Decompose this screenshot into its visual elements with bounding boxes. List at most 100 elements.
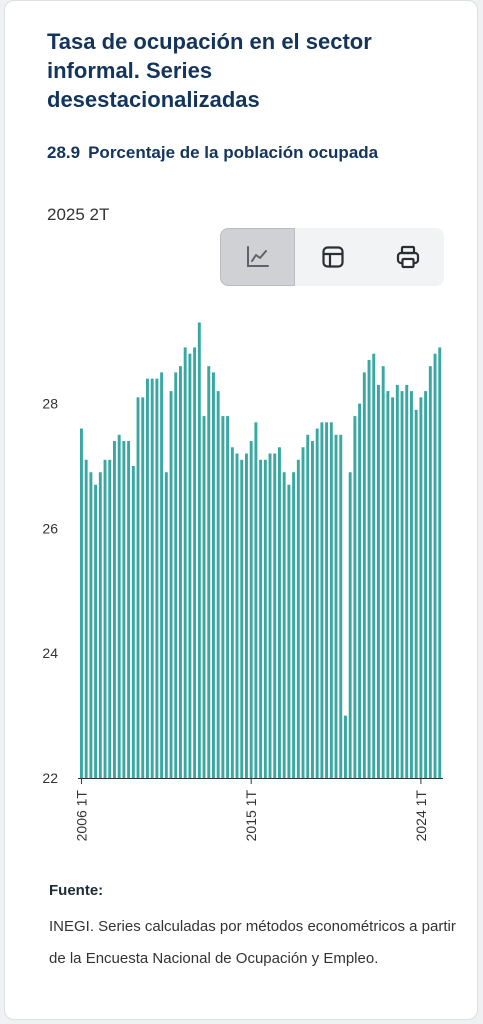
chart-title: Tasa de ocupación en el sector informal.… bbox=[47, 29, 372, 112]
bar[interactable] bbox=[113, 441, 116, 778]
bar[interactable] bbox=[414, 409, 418, 778]
bar[interactable] bbox=[188, 353, 192, 778]
bar[interactable] bbox=[311, 441, 314, 778]
bar[interactable] bbox=[197, 322, 201, 778]
bar[interactable] bbox=[400, 391, 404, 778]
bar[interactable] bbox=[108, 459, 112, 778]
latest-period: 2025 2T bbox=[47, 205, 110, 224]
source-title: Fuente: bbox=[49, 882, 104, 899]
bar[interactable] bbox=[141, 397, 145, 778]
bar[interactable] bbox=[254, 422, 258, 778]
bar[interactable] bbox=[131, 466, 135, 778]
bar[interactable] bbox=[315, 428, 319, 778]
bar[interactable] bbox=[146, 378, 149, 778]
bar[interactable] bbox=[362, 372, 366, 778]
bar[interactable] bbox=[122, 441, 126, 778]
bar[interactable] bbox=[405, 384, 409, 778]
bar[interactable] bbox=[164, 472, 168, 778]
print-icon bbox=[396, 245, 419, 269]
bar[interactable] bbox=[80, 428, 83, 778]
bar[interactable] bbox=[433, 353, 437, 778]
bar[interactable] bbox=[325, 422, 329, 778]
bar[interactable] bbox=[245, 453, 248, 778]
bar[interactable] bbox=[240, 459, 244, 778]
bar[interactable] bbox=[160, 372, 164, 778]
latest-value-number: 28.9 bbox=[47, 143, 81, 162]
bar[interactable] bbox=[259, 459, 263, 778]
bar[interactable] bbox=[169, 391, 173, 778]
bar[interactable] bbox=[136, 397, 140, 778]
bar[interactable] bbox=[230, 447, 234, 778]
bar[interactable] bbox=[179, 366, 182, 778]
bar[interactable] bbox=[372, 353, 376, 778]
x-tick-label: 2015 1T bbox=[243, 790, 259, 842]
bar[interactable] bbox=[306, 434, 310, 778]
bar[interactable] bbox=[150, 378, 154, 778]
bar[interactable] bbox=[282, 472, 286, 778]
table-icon bbox=[321, 246, 344, 268]
bar[interactable] bbox=[117, 434, 121, 778]
bar[interactable] bbox=[353, 416, 357, 778]
bar[interactable] bbox=[428, 366, 432, 778]
bar[interactable] bbox=[273, 453, 277, 778]
line-chart-icon bbox=[246, 246, 269, 267]
bar[interactable] bbox=[103, 459, 107, 778]
bar[interactable] bbox=[212, 372, 215, 778]
bar-chart: 22 24 26 28 2006 1T 2015 1T 2024 1T bbox=[42, 322, 443, 842]
y-tick-label: 28 bbox=[42, 396, 58, 412]
bar[interactable] bbox=[348, 472, 352, 778]
bar[interactable] bbox=[358, 403, 362, 778]
bar[interactable] bbox=[320, 422, 324, 778]
bar[interactable] bbox=[410, 391, 413, 778]
bar[interactable] bbox=[438, 347, 442, 778]
bar[interactable] bbox=[367, 359, 371, 778]
x-tick-label: 2024 1T bbox=[413, 790, 429, 842]
bar[interactable] bbox=[249, 441, 253, 778]
bar[interactable] bbox=[263, 459, 267, 778]
bar[interactable] bbox=[381, 366, 385, 778]
bar[interactable] bbox=[377, 384, 380, 778]
bar[interactable] bbox=[183, 347, 187, 778]
bar[interactable] bbox=[193, 347, 197, 778]
y-tick-label: 24 bbox=[42, 645, 58, 661]
bar[interactable] bbox=[301, 447, 305, 778]
bar[interactable] bbox=[216, 391, 220, 778]
bar[interactable] bbox=[98, 472, 102, 778]
chart-card: Tasa de ocupación en el sector informal.… bbox=[4, 0, 478, 1020]
source-text: INEGI. Series calculadas por métodos eco… bbox=[49, 918, 456, 967]
bar[interactable] bbox=[155, 378, 159, 778]
bar[interactable] bbox=[287, 484, 291, 778]
bar[interactable] bbox=[334, 434, 338, 778]
table-view-button[interactable] bbox=[295, 228, 370, 286]
bar[interactable] bbox=[268, 453, 272, 778]
bar[interactable] bbox=[221, 416, 225, 778]
x-tick-label: 2006 1T bbox=[73, 790, 89, 842]
bar[interactable] bbox=[127, 441, 131, 778]
bar[interactable] bbox=[395, 384, 399, 778]
bar[interactable] bbox=[296, 459, 300, 778]
bar[interactable] bbox=[292, 472, 296, 778]
bar[interactable] bbox=[226, 416, 230, 778]
bar[interactable] bbox=[235, 453, 239, 778]
view-toolbar bbox=[220, 228, 444, 286]
latest-value: 28.9 Porcentaje de la población ocupada bbox=[47, 141, 387, 164]
y-tick-label: 26 bbox=[42, 520, 58, 536]
bar[interactable] bbox=[207, 366, 211, 778]
bar[interactable] bbox=[94, 484, 98, 778]
bar[interactable] bbox=[386, 391, 390, 778]
bar[interactable] bbox=[391, 397, 395, 778]
bar[interactable] bbox=[339, 434, 343, 778]
print-button[interactable] bbox=[370, 228, 444, 286]
bar[interactable] bbox=[419, 397, 423, 778]
bar[interactable] bbox=[344, 715, 347, 778]
bar[interactable] bbox=[424, 391, 428, 778]
bar[interactable] bbox=[278, 447, 281, 778]
bar[interactable] bbox=[329, 422, 333, 778]
bar[interactable] bbox=[202, 416, 206, 778]
y-tick-label: 22 bbox=[42, 770, 58, 786]
latest-value-label: Porcentaje de la población ocupada bbox=[88, 143, 379, 162]
chart-view-button[interactable] bbox=[220, 228, 295, 286]
bar[interactable] bbox=[174, 372, 178, 778]
bar[interactable] bbox=[89, 472, 93, 778]
bar[interactable] bbox=[84, 459, 88, 778]
